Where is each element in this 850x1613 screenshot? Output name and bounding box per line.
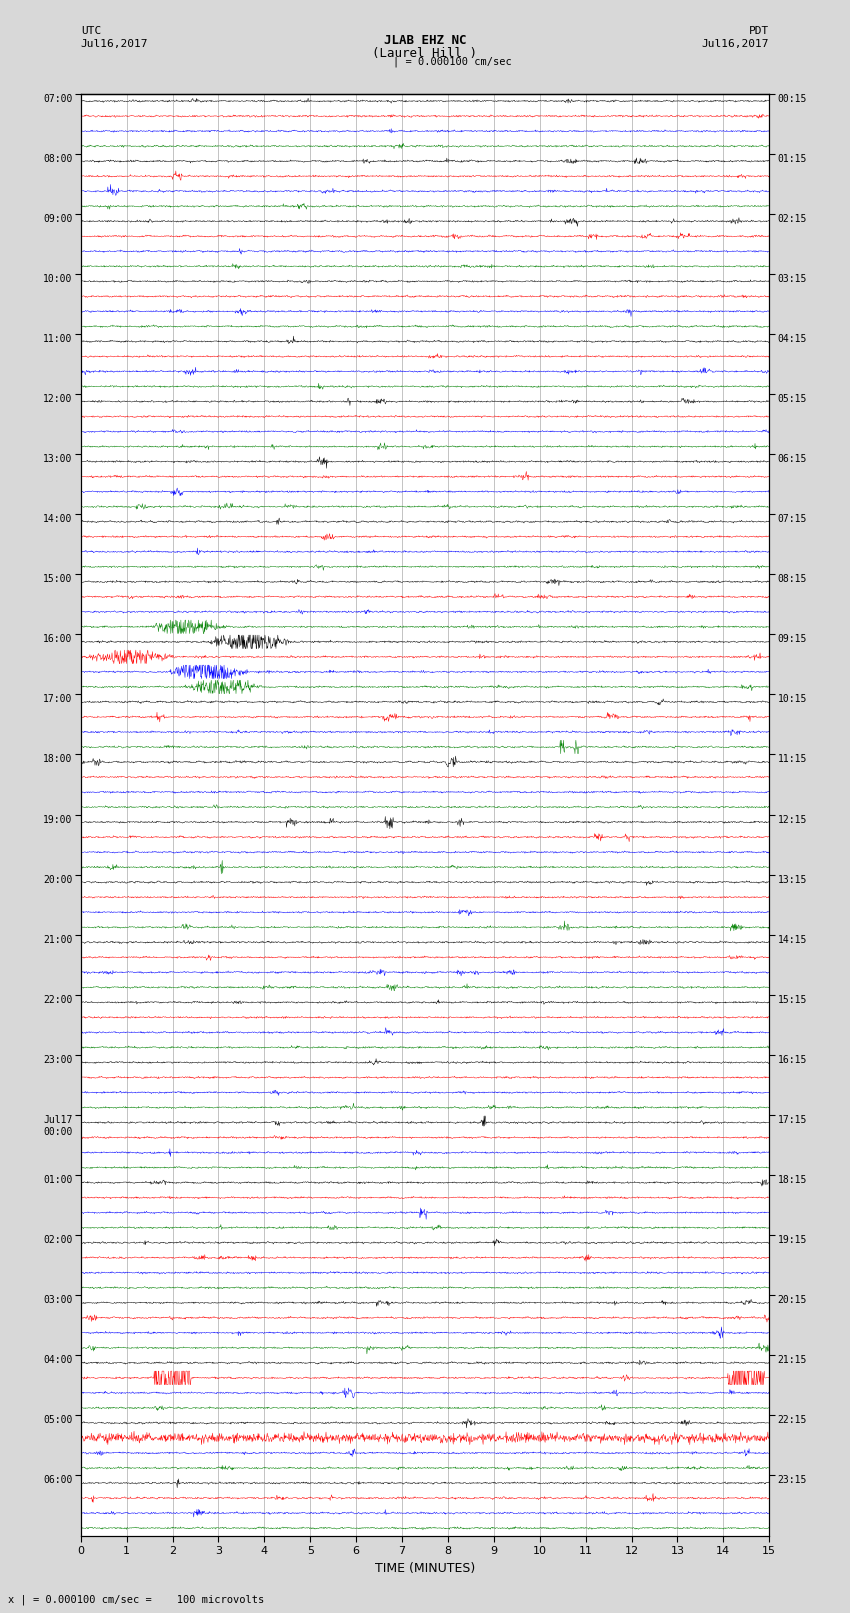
Text: UTC: UTC — [81, 26, 101, 35]
Text: Jul16,2017: Jul16,2017 — [81, 39, 148, 48]
Text: (Laurel Hill ): (Laurel Hill ) — [372, 47, 478, 60]
X-axis label: TIME (MINUTES): TIME (MINUTES) — [375, 1561, 475, 1574]
Text: JLAB EHZ NC: JLAB EHZ NC — [383, 34, 467, 47]
Text: x | = 0.000100 cm/sec =    100 microvolts: x | = 0.000100 cm/sec = 100 microvolts — [8, 1594, 264, 1605]
Text: Jul16,2017: Jul16,2017 — [702, 39, 769, 48]
Text: PDT: PDT — [749, 26, 769, 35]
Text: | = 0.000100 cm/sec: | = 0.000100 cm/sec — [393, 56, 512, 66]
